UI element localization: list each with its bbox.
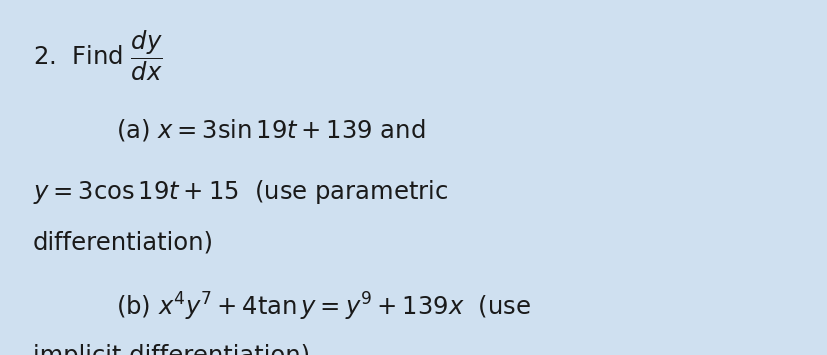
Text: differentiation): differentiation) — [33, 231, 214, 255]
Text: implicit differentiation): implicit differentiation) — [33, 344, 310, 355]
Text: (b) $x^4y^7 + 4\tan y = y^9 + 139x$  (use: (b) $x^4y^7 + 4\tan y = y^9 + 139x$ (use — [116, 291, 530, 323]
Text: (a) $x = 3\sin 19t + 139$ and: (a) $x = 3\sin 19t + 139$ and — [116, 117, 425, 143]
Text: $y = 3\cos 19t + 15$  (use parametric: $y = 3\cos 19t + 15$ (use parametric — [33, 178, 447, 206]
Text: 2.  Find $\dfrac{dy}{dx}$: 2. Find $\dfrac{dy}{dx}$ — [33, 28, 163, 83]
